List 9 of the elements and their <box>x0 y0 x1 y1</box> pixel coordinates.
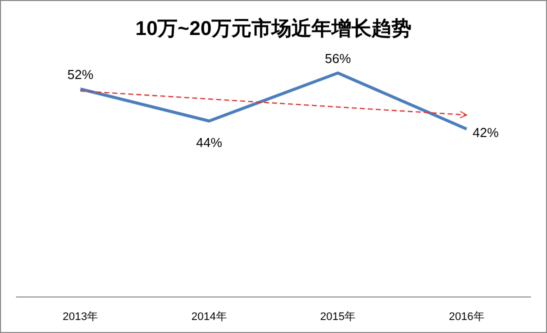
x-tick-label: 2016年 <box>448 311 484 323</box>
data-label: 42% <box>472 125 500 140</box>
x-tick-label: 2014年 <box>191 311 227 323</box>
chart-title: 10万~20万元市场近年增长趋势 <box>135 17 412 40</box>
data-label: 52% <box>67 67 94 82</box>
x-tick-label: 2015年 <box>320 311 356 323</box>
x-tick-label: 2013年 <box>62 311 98 323</box>
data-label: 56% <box>324 51 352 66</box>
data-label: 44% <box>196 135 223 150</box>
